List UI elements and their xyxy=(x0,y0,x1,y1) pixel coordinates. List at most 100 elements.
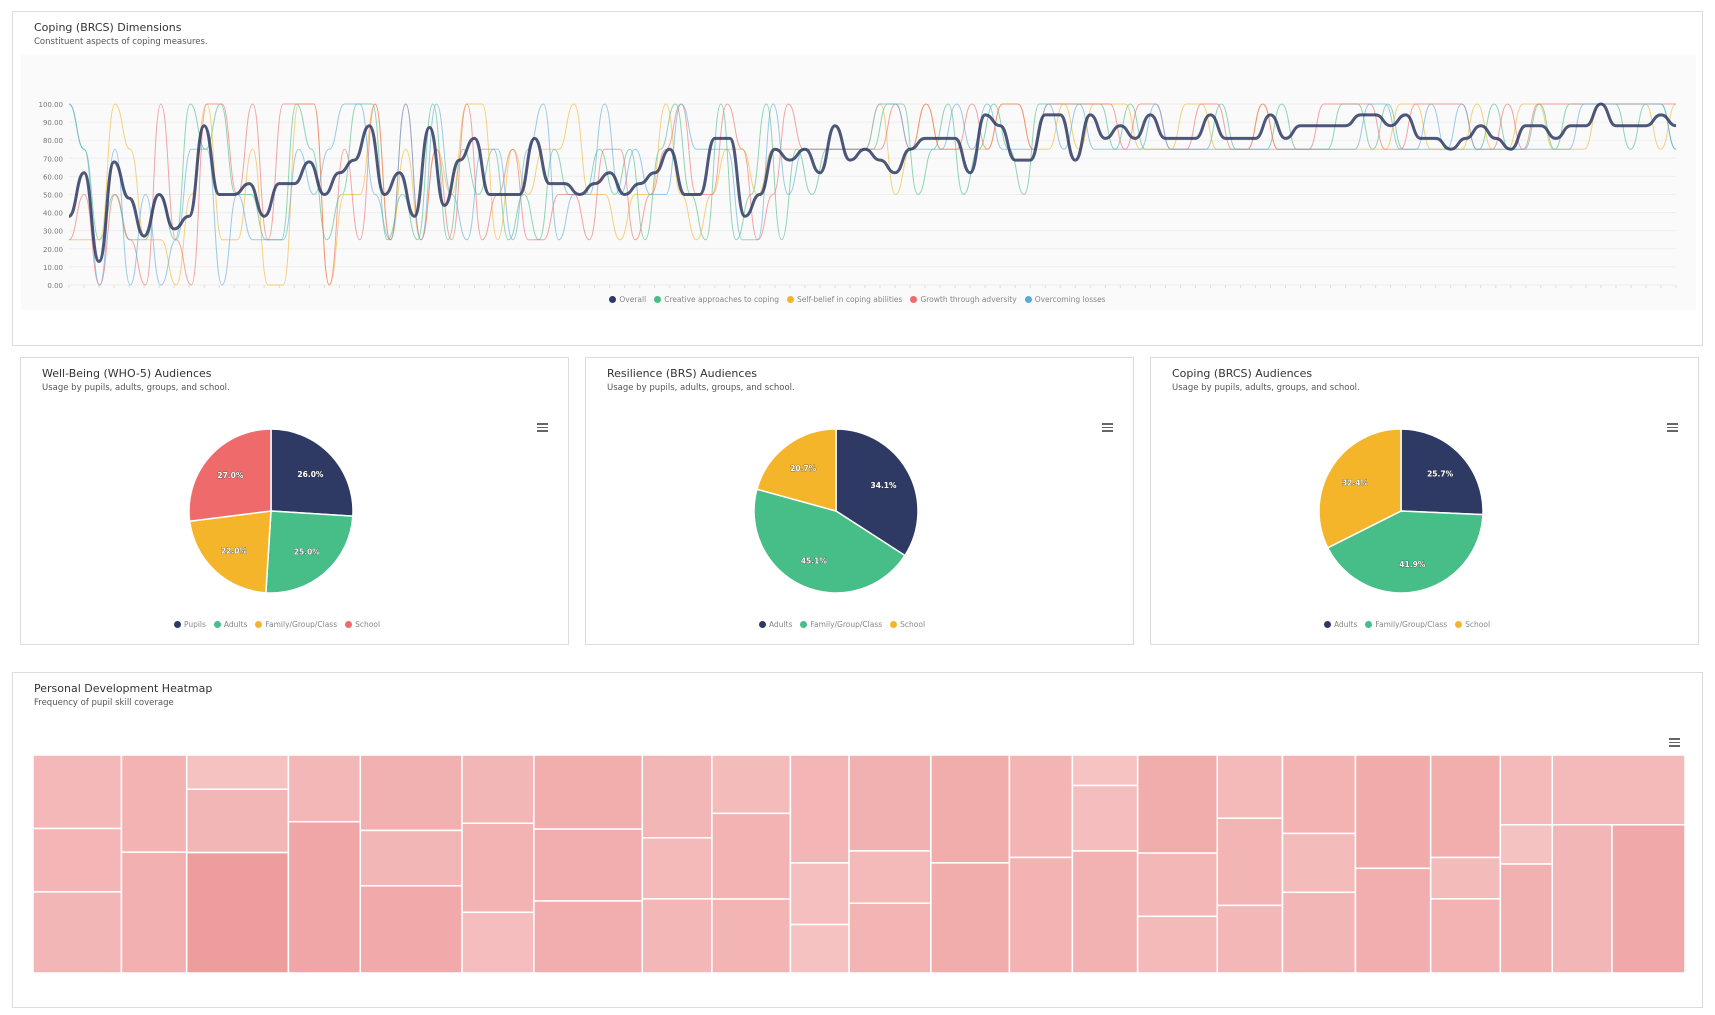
heatmap-cell[interactable] xyxy=(533,828,644,902)
legend-item[interactable]: Growth through adversity xyxy=(910,295,1017,304)
heatmap-cell[interactable] xyxy=(533,754,644,830)
chart-menu-icon[interactable] xyxy=(1102,423,1113,432)
heatmap-cell[interactable] xyxy=(930,754,1011,864)
heatmap-cell[interactable] xyxy=(789,923,850,974)
heatmap-cell[interactable] xyxy=(789,862,850,926)
legend-item[interactable]: Adults xyxy=(1323,620,1357,629)
heatmap-cell[interactable] xyxy=(848,754,932,852)
heatmap-cell[interactable] xyxy=(1216,904,1284,974)
series-line[interactable] xyxy=(68,102,1677,263)
heatmap-cell[interactable] xyxy=(711,812,792,900)
pie-subtitle: Usage by pupils, adults, groups, and sch… xyxy=(1172,383,1360,393)
heatmap-cell[interactable] xyxy=(1216,817,1284,907)
pie-slice[interactable] xyxy=(270,428,354,517)
pie-slice[interactable] xyxy=(753,488,906,594)
legend-item[interactable]: Overcoming losses xyxy=(1024,295,1106,304)
heatmap-cell[interactable] xyxy=(1354,754,1432,870)
heatmap-cell[interactable] xyxy=(533,900,644,974)
heatmap-cell[interactable] xyxy=(711,898,792,974)
heatmap-cell[interactable] xyxy=(1008,754,1074,859)
heatmap-cell[interactable] xyxy=(711,754,792,815)
heatmap-cell[interactable] xyxy=(1136,915,1219,974)
legend-item[interactable]: Family/Group/Class xyxy=(800,620,882,629)
pie-slice[interactable] xyxy=(756,428,837,512)
legend-item[interactable]: School xyxy=(890,620,925,629)
heatmap-cell[interactable] xyxy=(789,754,850,864)
legend-marker xyxy=(213,621,221,628)
pie-slice[interactable] xyxy=(1400,428,1484,516)
heatmap-cell[interactable] xyxy=(1499,754,1554,826)
y-tick-label: 100.00 xyxy=(39,101,64,109)
pie-slice[interactable] xyxy=(188,510,272,594)
heatmap-cell[interactable] xyxy=(1071,850,1139,974)
heatmap-cell[interactable] xyxy=(32,827,123,893)
legend-item[interactable]: Creative approaches to coping xyxy=(654,295,779,304)
heatmap-cell[interactable] xyxy=(848,902,932,974)
heatmap-cell[interactable] xyxy=(1136,754,1219,854)
heatmap-cell[interactable] xyxy=(120,851,188,974)
heatmap-cell[interactable] xyxy=(461,911,535,974)
pie-data-label: 22.0% xyxy=(221,546,248,555)
pie-slice[interactable] xyxy=(188,428,272,523)
pie-slice[interactable] xyxy=(265,510,354,594)
heatmap-cell[interactable] xyxy=(287,754,362,823)
heatmap-cell[interactable] xyxy=(930,862,1011,974)
legend-item[interactable]: Adults xyxy=(758,620,793,629)
legend-item[interactable]: Pupils xyxy=(173,620,206,629)
heatmap-cell[interactable] xyxy=(32,891,123,974)
heatmap-cell[interactable] xyxy=(1281,832,1357,894)
pie-subtitle: Usage by pupils, adults, groups, and sch… xyxy=(42,383,230,393)
heatmap-cell[interactable] xyxy=(185,754,290,790)
heatmap-cell[interactable] xyxy=(1071,754,1139,787)
heatmap-subtitle: Frequency of pupil skill coverage xyxy=(34,698,174,708)
heatmap-cell[interactable] xyxy=(1429,898,1502,974)
legend-item[interactable]: School xyxy=(1455,620,1490,629)
heatmap-cell[interactable] xyxy=(32,754,123,830)
heatmap-cell[interactable] xyxy=(1499,824,1554,865)
legend-item[interactable]: Overall xyxy=(609,295,646,304)
heatmap-cell[interactable] xyxy=(1354,867,1432,974)
heatmap-cell[interactable] xyxy=(359,885,463,974)
heatmap-cell[interactable] xyxy=(1281,891,1357,974)
heatmap-cell[interactable] xyxy=(1429,754,1502,859)
heatmap-cell[interactable] xyxy=(641,837,713,900)
heatmap-cell[interactable] xyxy=(1551,824,1613,974)
heatmap-cell[interactable] xyxy=(641,754,713,839)
heatmap-cell[interactable] xyxy=(359,829,463,887)
heatmap-cell[interactable] xyxy=(287,820,362,974)
heatmap-cell[interactable] xyxy=(641,898,713,974)
legend-item[interactable]: Family/Group/Class xyxy=(255,620,337,629)
legend-item[interactable]: Family/Group/Class xyxy=(1365,620,1447,629)
legend-item[interactable]: School xyxy=(345,620,380,629)
heatmap-cell[interactable] xyxy=(1611,824,1686,974)
heatmap-cell[interactable] xyxy=(1429,856,1502,900)
legend-item[interactable]: Adults xyxy=(213,620,247,629)
heatmap-cell[interactable] xyxy=(1499,863,1554,974)
chart-menu-icon[interactable] xyxy=(1669,738,1680,747)
pie-slice[interactable] xyxy=(1318,428,1402,549)
pie-data-label: 32.4% xyxy=(1342,479,1369,488)
heatmap-chart xyxy=(32,754,1686,974)
chart-menu-icon[interactable] xyxy=(537,423,548,432)
heatmap-cell[interactable] xyxy=(1551,754,1686,826)
heatmap-cell[interactable] xyxy=(461,754,535,824)
heatmap-title: Personal Development Heatmap xyxy=(34,682,213,695)
legend-item[interactable]: Self-belief in coping abilities xyxy=(787,295,902,304)
heatmap-cell[interactable] xyxy=(1216,754,1284,819)
heatmap-cell[interactable] xyxy=(461,822,535,914)
heatmap-cell[interactable] xyxy=(1008,856,1074,974)
series-line[interactable] xyxy=(68,103,1677,241)
heatmap-cell[interactable] xyxy=(120,754,188,853)
heatmap-cell[interactable] xyxy=(185,851,290,974)
pie-slice[interactable] xyxy=(1326,510,1484,594)
heatmap-cell[interactable] xyxy=(1071,784,1139,852)
heatmap-cell[interactable] xyxy=(848,850,932,904)
heatmap-cell[interactable] xyxy=(185,788,290,854)
heatmap-cell[interactable] xyxy=(359,754,463,832)
heatmap-cell[interactable] xyxy=(1281,754,1357,835)
heatmap-cell[interactable] xyxy=(1136,852,1219,918)
series-line[interactable] xyxy=(68,103,1676,286)
chart-menu-icon[interactable] xyxy=(1667,423,1678,432)
legend-label: Adults xyxy=(768,620,793,629)
pie-chart: 34.1% 45.1% 20.7% xyxy=(753,428,919,594)
